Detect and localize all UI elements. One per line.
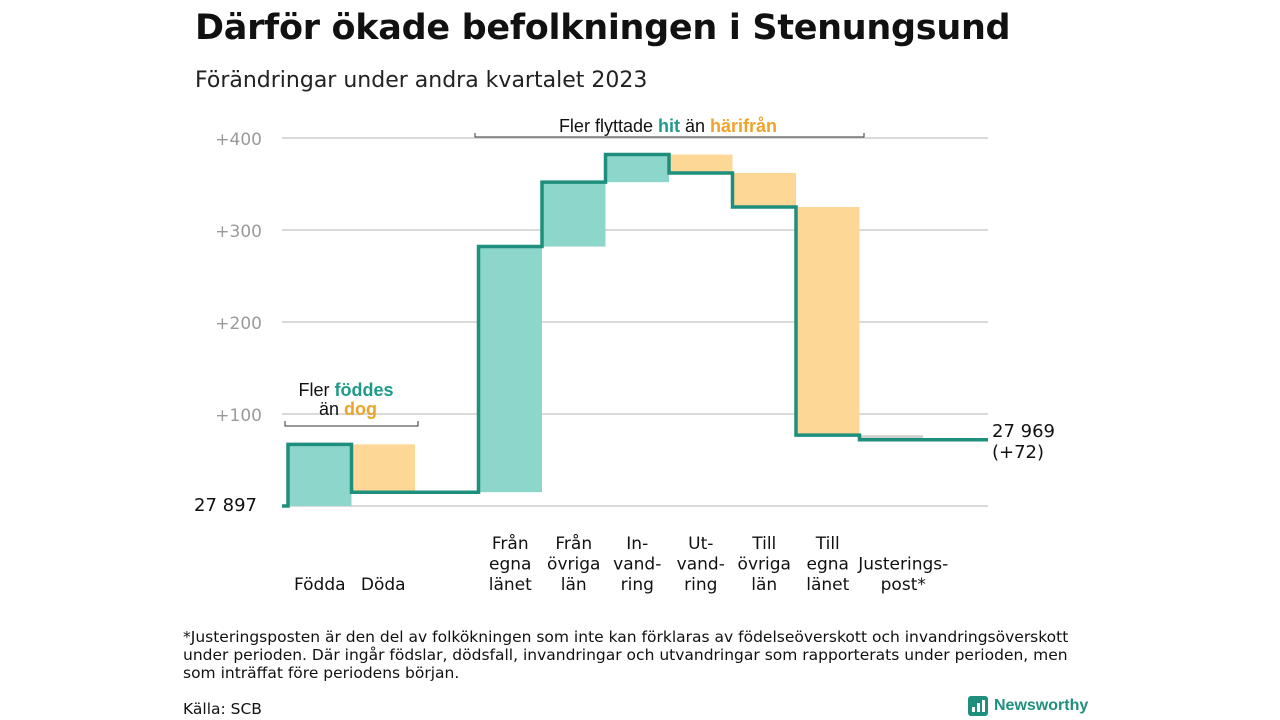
category-label: Från xyxy=(492,533,529,554)
chart-title: Därför ökade befolkningen i Stenungsund xyxy=(195,8,1011,48)
waterfall-bar xyxy=(859,435,923,440)
category-label: Till xyxy=(815,534,840,554)
category-label: Från xyxy=(555,533,592,554)
cumulative-step-line xyxy=(282,152,988,508)
category-label: länet xyxy=(806,575,849,595)
annotation-births-line1: Fler föddes xyxy=(298,380,393,400)
annotation-births-bracket xyxy=(284,421,419,427)
y-tick-label: +100 xyxy=(215,406,262,426)
category-label: post* xyxy=(881,575,926,595)
brand-logo: Newsworthy xyxy=(968,696,1088,716)
category-label: ring xyxy=(621,575,654,595)
y-tick-label: +300 xyxy=(215,222,262,242)
category-label: vand- xyxy=(677,555,725,575)
category-label: Justerings- xyxy=(857,555,948,575)
annotation-migration-bracket xyxy=(474,133,865,138)
category-label: Ut- xyxy=(688,534,713,554)
category-label: övriga xyxy=(738,555,791,575)
annotation-births-line2: än dog xyxy=(319,399,377,419)
category-label: vand- xyxy=(613,555,661,575)
chart-subtitle: Förändringar under andra kvartalet 2023 xyxy=(195,68,648,93)
end-value-label: 27 969 xyxy=(992,421,1055,442)
footnote: *Justeringsposten är den del av folkökni… xyxy=(183,628,1069,682)
source-label: Källa: SCB xyxy=(183,700,262,718)
waterfall-bar xyxy=(669,154,733,173)
end-change-label: (+72) xyxy=(992,442,1044,463)
waterfall-bar xyxy=(478,246,542,493)
category-label: ring xyxy=(684,575,717,595)
waterfall-bar xyxy=(288,444,352,506)
waterfall-bar xyxy=(605,154,669,183)
category-label: Födda xyxy=(294,575,346,595)
waterfall-bar xyxy=(351,444,415,493)
category-label: egna xyxy=(807,555,849,575)
waterfall-bar xyxy=(796,207,860,436)
newsworthy-icon xyxy=(968,696,988,716)
category-label: egna xyxy=(489,555,531,575)
y-tick-label: +200 xyxy=(215,314,262,334)
brand-name: Newsworthy xyxy=(994,697,1089,714)
y-tick-label: +400 xyxy=(215,130,262,150)
category-label: övriga xyxy=(547,555,600,575)
category-label: länet xyxy=(489,575,532,595)
category-label: Till xyxy=(751,534,776,554)
annotation-migration: Fler flyttade hit än härifrån xyxy=(559,116,777,136)
start-value-label: 27 897 xyxy=(194,495,257,516)
category-label: län xyxy=(751,575,777,595)
waterfall-bar xyxy=(732,172,796,207)
category-label: län xyxy=(561,575,587,595)
category-label: Döda xyxy=(361,575,406,595)
waterfall-bar xyxy=(542,182,606,247)
category-label: In- xyxy=(626,534,648,554)
